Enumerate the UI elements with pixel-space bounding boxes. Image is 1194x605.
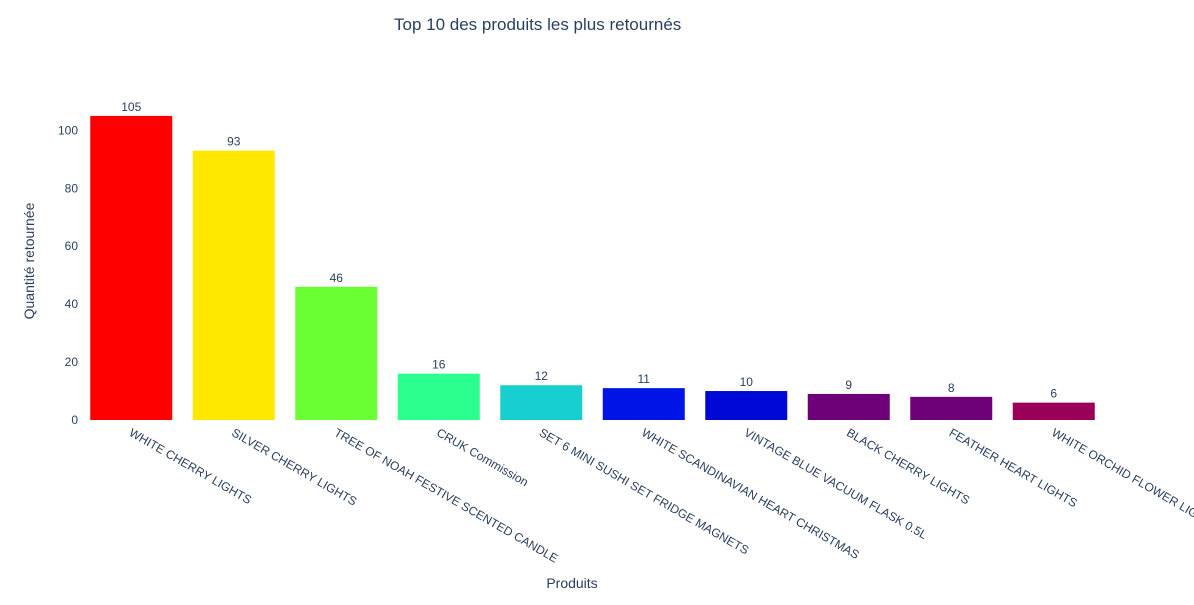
bar-value-label: 12 (535, 369, 549, 383)
bar-value-label: 93 (227, 135, 241, 149)
bar[interactable] (1012, 402, 1095, 420)
y-tick-label: 20 (65, 355, 79, 369)
chart-title: Top 10 des produits les plus retournés (394, 15, 681, 34)
bar[interactable] (500, 385, 583, 420)
y-tick-label: 60 (65, 239, 79, 253)
bars-group (90, 115, 1095, 421)
x-tick-label: TREE OF NOAH FESTIVE SCENTED CANDLE (332, 425, 561, 565)
bar-value-label: 6 (1050, 387, 1057, 401)
bar[interactable] (910, 396, 993, 420)
bar-value-label: 11 (638, 372, 651, 386)
bar[interactable] (705, 391, 788, 420)
bar[interactable] (192, 150, 275, 421)
data-labels-group: 105 93 46 16 12 11 10 9 8 6 (121, 100, 1057, 401)
x-tick-label: WHITE ORCHID FLOWER LIGHTS (1049, 425, 1194, 532)
bar-value-label: 16 (432, 358, 446, 372)
x-tick-label: CRUK Commission (434, 425, 531, 489)
x-tick-label: SET 6 MINI SUSHI SET FRIDGE MAGNETS (537, 425, 752, 557)
x-tick-label: VINTAGE BLUE VACUUM FLASK 0.5L (742, 425, 930, 542)
bar[interactable] (602, 388, 685, 420)
bar[interactable] (295, 286, 378, 420)
bar-value-label: 46 (330, 271, 344, 285)
x-tick-label: WHITE SCANDINAVIAN HEART CHRISTMAS (639, 425, 861, 561)
bar-value-label: 8 (948, 381, 955, 395)
y-tick-label: 40 (65, 297, 79, 311)
y-tick-label: 0 (71, 413, 78, 427)
bar[interactable] (90, 115, 173, 420)
bar-value-label: 105 (121, 100, 141, 114)
x-axis-label: Produits (546, 575, 597, 591)
bar[interactable] (807, 393, 890, 420)
y-tick-label: 100 (58, 123, 78, 137)
bar-value-label: 10 (740, 375, 754, 389)
bar-value-label: 9 (845, 378, 852, 392)
y-tick-label: 80 (65, 181, 79, 195)
bar[interactable] (397, 373, 480, 420)
y-axis-ticks: 0 20 40 60 80 100 (58, 123, 78, 427)
y-axis-label: Quantité retournée (21, 202, 37, 319)
